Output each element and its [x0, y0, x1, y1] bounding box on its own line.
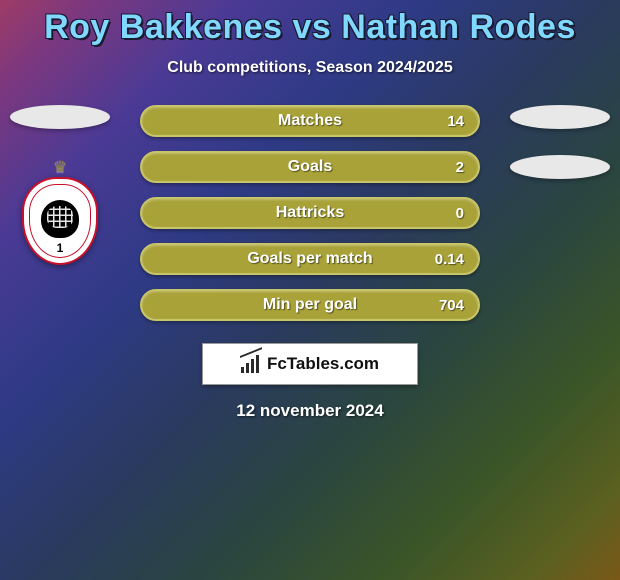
subtitle: Club competitions, Season 2024/2025 [0, 59, 620, 77]
player-right-column [500, 105, 620, 179]
page-title: Roy Bakkenes vs Nathan Rodes [0, 0, 620, 47]
badge-number: 1 [24, 241, 96, 255]
stat-label: Hattricks [276, 204, 344, 222]
shield-icon: 1 [22, 177, 98, 265]
bar-chart-icon [241, 355, 261, 373]
stat-bar-goals: Goals 2 [140, 151, 480, 183]
stat-label: Goals per match [247, 250, 372, 268]
stat-label: Goals [288, 158, 332, 176]
brand-text: FcTables.com [267, 354, 379, 374]
brand-box[interactable]: FcTables.com [202, 343, 418, 385]
date-text: 12 november 2024 [0, 401, 620, 421]
crown-icon: ♛ [53, 157, 67, 177]
stat-label: Min per goal [263, 296, 357, 314]
stat-value: 14 [447, 113, 464, 130]
stat-value: 0.14 [435, 251, 464, 268]
player-right-club-placeholder [510, 155, 610, 179]
infographic-root: Roy Bakkenes vs Nathan Rodes Club compet… [0, 0, 620, 580]
stat-bar-matches: Matches 14 [140, 105, 480, 137]
stat-value: 704 [439, 297, 464, 314]
player-left-column: ♛ 1 [0, 105, 120, 267]
stats-area: ♛ 1 Matches 14 Goals 2 Hattricks [0, 105, 620, 321]
club-badge-antwerp: ♛ 1 [20, 157, 100, 267]
stat-bars: Matches 14 Goals 2 Hattricks 0 Goals per… [140, 105, 480, 321]
stat-bar-goals-per-match: Goals per match 0.14 [140, 243, 480, 275]
player-right-name-placeholder [510, 105, 610, 129]
stat-value: 0 [456, 205, 464, 222]
hand-ball-icon [41, 200, 79, 238]
stat-label: Matches [278, 112, 342, 130]
stat-bar-hattricks: Hattricks 0 [140, 197, 480, 229]
stat-value: 2 [456, 159, 464, 176]
stat-bar-min-per-goal: Min per goal 704 [140, 289, 480, 321]
player-left-name-placeholder [10, 105, 110, 129]
